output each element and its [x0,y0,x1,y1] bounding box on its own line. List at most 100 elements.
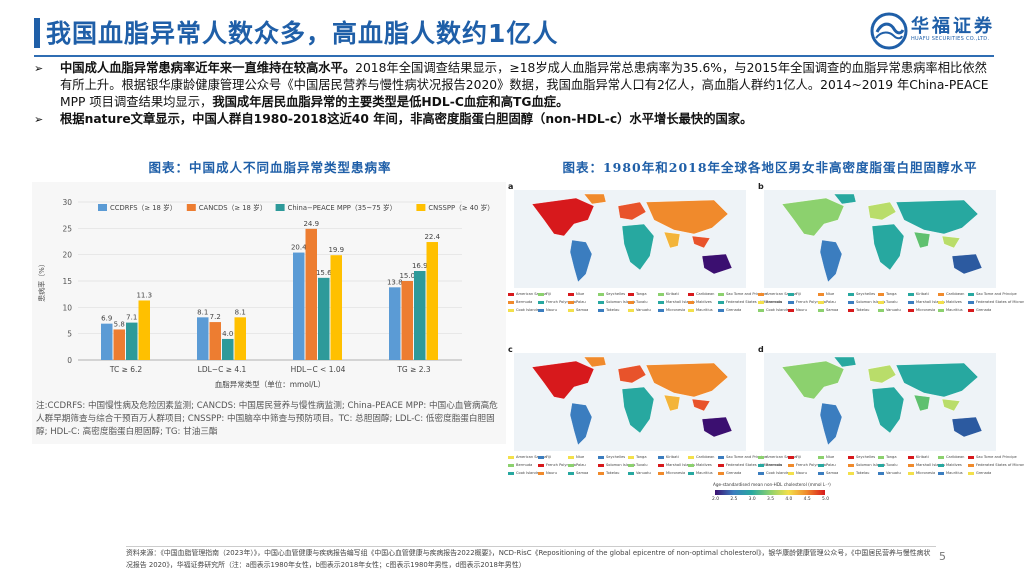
map-legend-label: Sao Tome and Principe [726,455,767,459]
map-legend-item: Bermuda [508,463,532,467]
map-legend-swatch [508,300,514,304]
map-legend-item: Seychelles [848,455,875,459]
map-region [621,223,655,271]
map-legend-swatch [508,471,514,475]
bar-value-label: 13.8 [387,278,403,286]
map-region [663,394,681,412]
map-legend-label: Vanuatu [636,308,651,312]
map-legend-item: Vanuatu [878,308,901,312]
map-legend-swatch [628,292,634,296]
map-legend-item: Nauru [788,471,807,475]
bar [305,228,317,360]
bar [401,281,413,360]
bar [234,317,246,360]
bar-value-label: 5.8 [114,320,125,328]
map-legend-item: Tonga [628,292,647,296]
map-legend-swatch [818,463,824,467]
map-legend-swatch [568,308,574,312]
map-legend-swatch [598,471,604,475]
map-legend-label: Bermuda [516,463,533,467]
map-legend-swatch [818,292,824,296]
logo-emblem-icon [870,12,908,50]
map-legend-label: Tokelau [606,308,620,312]
bar-value-label: 22.4 [424,233,440,241]
map-legend-label: French Polynesia [546,300,577,304]
map-legend-item: Sao Tome and Principe [968,292,1017,296]
map-legend-swatch [968,292,974,296]
map-legend-swatch [788,292,794,296]
map-legend-item: French Polynesia [538,463,576,467]
map-legend-swatch [658,308,664,312]
map-legend-item: Samoa [818,308,838,312]
bar [113,329,125,360]
page-number: 5 [939,550,946,563]
map-legend-swatch [538,308,544,312]
map-legend-label: Nauru [546,471,557,475]
bar [293,252,305,360]
map-legend-item: Maldives [938,300,962,304]
x-tick-label: LDL−C ≥ 4.1 [198,365,247,374]
footer-source: 资料来源：《中国血脂管理指南（2023年）》，中国心血管健康与疾病报告编写组《中… [126,549,931,569]
map-region [781,197,845,237]
map-region [819,402,843,446]
legend-swatch [98,204,107,211]
map-legend-item: Kiribati [908,455,929,459]
y-tick-label: 15 [62,277,72,286]
bar-value-label: 8.1 [235,308,246,316]
x-axis-label: 血脂异常类型（单位：mmol/L） [215,379,326,389]
map-legend-swatch [968,300,974,304]
map-region [691,235,711,249]
map-legend-item: Vanuatu [628,471,651,475]
map-legend-swatch [818,308,824,312]
map-legend-swatch [568,455,574,459]
map-legend-item: Cook Islands [758,471,789,475]
map-legend-swatch [758,308,764,312]
map-legend-swatch [848,308,854,312]
map-region [941,398,961,412]
map-legend-label: Grenada [976,471,992,475]
map-legend-label: Tonga [886,455,897,459]
map-legend-item: Fiji [788,292,801,296]
color-scale: Age-standardised mean non-HDL cholestero… [712,482,833,514]
map-legend-item: Palau [818,463,836,467]
map-region [913,231,931,249]
bar-value-label: 6.9 [101,315,112,323]
map-legend-swatch [818,455,824,459]
map-legend-label: Samoa [576,308,589,312]
legend-swatch [186,204,196,211]
map-region [663,231,681,249]
map-legend-label: Maldives [696,300,712,304]
map-legend-swatch [688,463,694,467]
map-legend-item: Federated States of Micronesia [968,300,1024,304]
map-legend-swatch [568,471,574,475]
map-legend-item: Solomon Islands [598,463,635,467]
map-legend-label: Solomon Islands [606,463,636,467]
map-legend-label: Grenada [976,308,992,312]
legend-swatch [275,204,285,211]
map-legend-label: Solomon Islands [856,300,886,304]
map-legend-label: Cook Islands [516,308,539,312]
bullet-list: ➢ 中国成人血脂异常患病率近年来一直维持在较高水平。2018年全国调查结果显示，≥… [34,60,994,128]
map-legend-label: Caribbean [696,292,715,296]
map-legend-label: Micronesia [666,308,686,312]
world-map-svg [531,356,733,446]
map-legend-item: French Polynesia [788,463,826,467]
y-tick-label: 0 [67,356,72,365]
map-legend-item: Grenada [718,471,741,475]
map-legend-item: Palau [818,300,836,304]
legend-label: China−PEACE MPP（35~75 岁） [288,203,397,212]
map-legend-label: Kiribati [916,292,929,296]
map-legend-item: Marshall Islands [658,300,695,304]
color-scale-tick: 3.0 [748,497,756,502]
map-legend-item: Cook Islands [508,308,539,312]
map-legend-item: Micronesia [658,308,685,312]
map-panel-letter: b [758,182,764,191]
map-panel-letter: c [508,345,513,354]
map-legend-item: Seychelles [848,292,875,296]
map-legend-swatch [908,463,914,467]
map-region [819,239,843,283]
map-legend-swatch [848,455,854,459]
map-region [617,201,647,221]
map-legend-label: Federated States of Micronesia [726,463,782,467]
map-legend-item: Tonga [878,292,897,296]
